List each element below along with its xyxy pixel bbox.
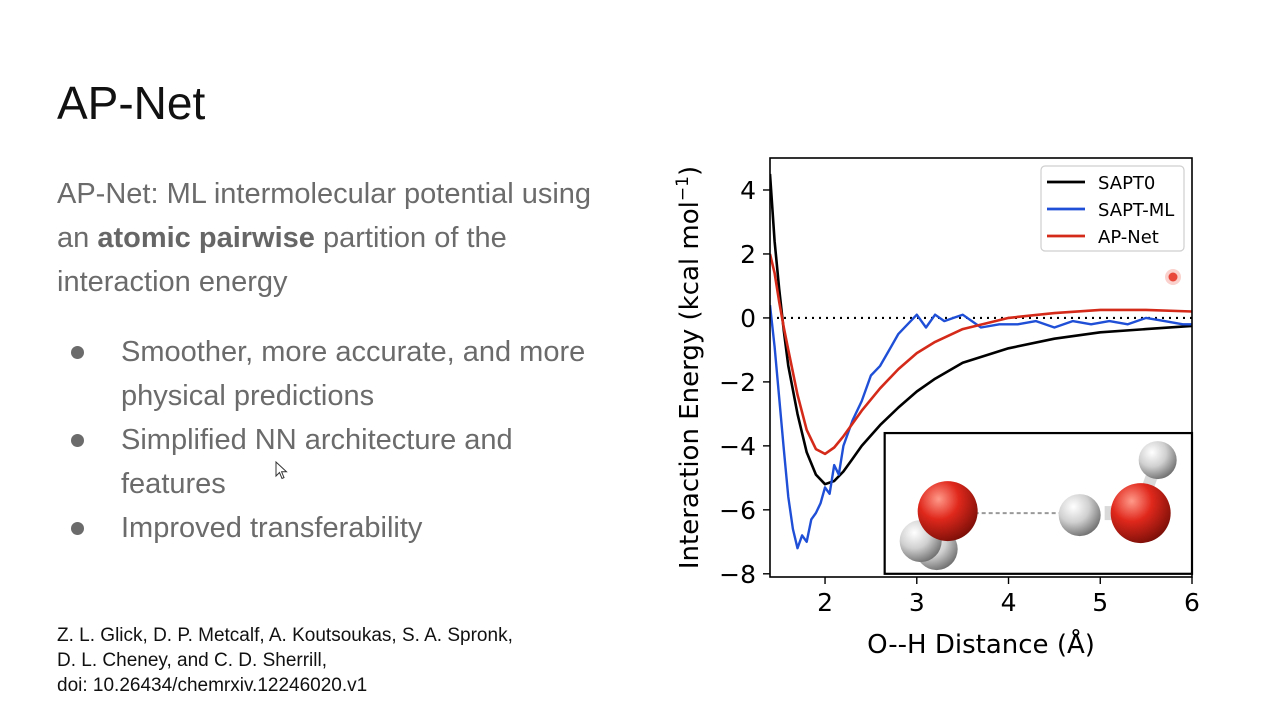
y-tick-label: 2	[740, 240, 756, 269]
oxygen-atom-icon	[1110, 483, 1171, 544]
legend-label: SAPT0	[1098, 173, 1155, 194]
y-tick-label: −8	[719, 560, 756, 589]
series-line-sapt-ml	[770, 304, 1192, 550]
series-line-sapt0	[770, 173, 1192, 486]
y-axis-label: Interaction Energy (kcal mol−1)	[673, 166, 705, 569]
x-tick-label: 5	[1092, 588, 1108, 617]
citation-line: D. L. Cheney, and C. D. Sherrill,	[57, 650, 327, 671]
x-axis-label: O--H Distance (Å)	[867, 628, 1095, 660]
oxygen-atom-icon	[917, 481, 978, 542]
legend-label: AP-Net	[1098, 227, 1159, 248]
series-line-ap-net	[770, 253, 1192, 456]
bullet-text: Smoother, more accurate, and more physic…	[121, 336, 586, 412]
y-tick-label: −2	[719, 368, 756, 397]
bullet-text: Improved transferability	[121, 512, 423, 544]
x-tick-label: 4	[1001, 588, 1017, 617]
bullet-item: Simplified NN architecture and features	[66, 418, 586, 506]
citation-doi: doi: 10.26434/chemrxiv.12246020.v1	[57, 675, 368, 696]
plot-frame	[769, 157, 1193, 578]
citation-line: Z. L. Glick, D. P. Metcalf, A. Koutsouka…	[57, 625, 513, 646]
bullet-dot-icon	[71, 522, 84, 535]
x-tick-label: 6	[1184, 588, 1200, 617]
hydrogen-atom-icon	[1138, 441, 1177, 480]
citation: Z. L. Glick, D. P. Metcalf, A. Koutsouka…	[57, 623, 617, 698]
y-tick-label: 4	[740, 176, 756, 205]
bullet-item: Smoother, more accurate, and more physic…	[66, 330, 586, 418]
x-tick-label: 2	[817, 588, 833, 617]
y-tick-label: 0	[740, 304, 756, 333]
interaction-energy-chart: 2 3 4 5 6 4 2 0 −2 −4 −6 −8 O--H Distance (Å) Interac…	[673, 157, 1200, 660]
mouse-pointer-icon	[275, 461, 288, 480]
recording-dot-icon	[1165, 269, 1181, 285]
legend-box	[1040, 165, 1185, 252]
bullet-text: Simplified NN architecture and features	[121, 424, 513, 500]
bullet-item: Improved transferability	[66, 506, 586, 550]
subtitle-text-start: AP-Net: ML intermolecular potential usin…	[57, 178, 592, 254]
bullet-dot-icon	[71, 346, 84, 359]
bullet-list: Smoother, more accurate, and more physic…	[66, 330, 586, 550]
chart-container: 2 3 4 5 6 4 2 0 −2 −4 −6 −8 O--H Distance (Å) Interac…	[660, 140, 1220, 670]
bullet-dot-icon	[71, 434, 84, 447]
slide-subtitle: AP-Net: ML intermolecular potential usin…	[57, 172, 617, 304]
x-tick-label: 3	[909, 588, 925, 617]
y-tick-label: −4	[719, 432, 756, 461]
hydrogen-atom-icon	[1058, 494, 1101, 537]
legend-label: SAPT-ML	[1098, 200, 1174, 221]
y-tick-label: −6	[719, 496, 756, 525]
subtitle-text-end: partition of the interaction energy	[57, 222, 507, 298]
slide-title: AP-Net	[57, 77, 206, 129]
subtitle-bold-text: atomic pairwise	[97, 222, 315, 254]
